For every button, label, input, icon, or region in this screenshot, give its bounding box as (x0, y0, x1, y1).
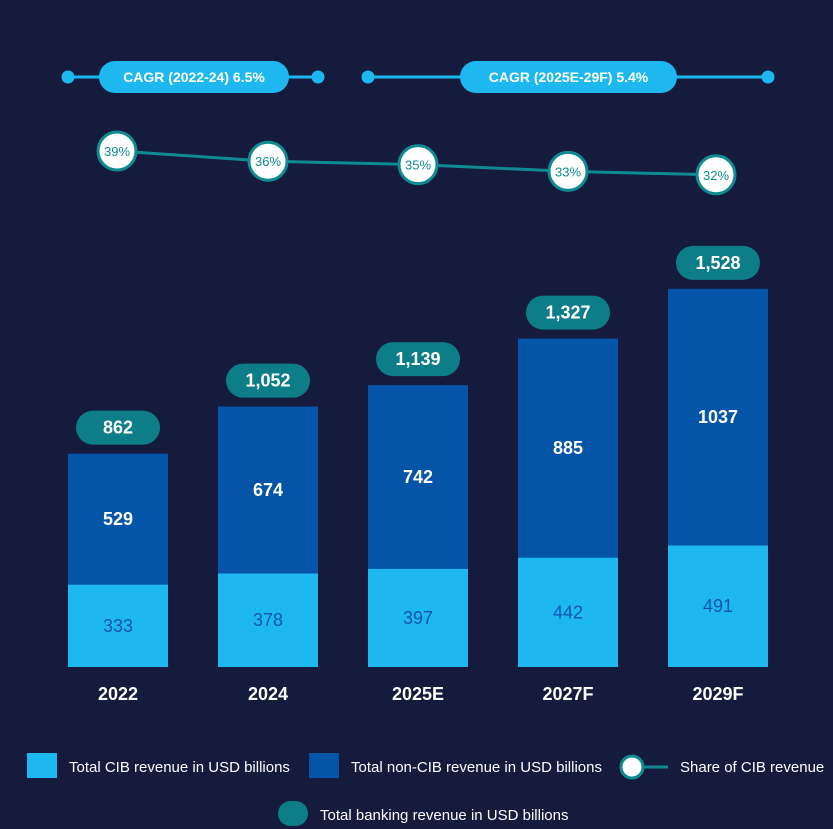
legend: Total CIB revenue in USD billions Total … (27, 753, 824, 826)
data-label-non-cib-2024: 674 (253, 480, 283, 500)
legend-swatch-total (278, 801, 308, 826)
cagr-dot-end-1 (311, 70, 325, 84)
total-label-2024: 1,052 (245, 371, 290, 391)
x-tick-2024: 2024 (248, 684, 288, 704)
share-label-2025E: 35% (405, 158, 431, 173)
share-marker-2027F (547, 150, 589, 192)
legend-label-share: Share of CIB revenue (680, 759, 824, 776)
bar-non-cib-2027F (518, 338, 618, 558)
cagr-dot-start-1 (61, 70, 75, 84)
x-tick-2025E: 2025E (392, 684, 444, 704)
data-label-cib-2025E: 397 (403, 608, 433, 628)
bar-cib-2022 (68, 584, 168, 667)
x-tick-2022: 2022 (98, 684, 138, 704)
cagr-label-1: CAGR (2022-24) 6.5% (123, 69, 265, 85)
share-marker-2024 (247, 140, 289, 182)
bar-non-cib-2024 (218, 406, 318, 574)
bar-cib-2025E (368, 568, 468, 667)
cagr-pill-1 (99, 61, 289, 93)
total-pill-2025E (376, 342, 460, 377)
legend-marker-share (619, 754, 645, 780)
bar-cib-2029F (668, 545, 768, 667)
bar-non-cib-2022 (68, 453, 168, 585)
legend-swatch-non-cib (309, 753, 339, 778)
data-label-non-cib-2029F: 1037 (698, 407, 738, 427)
x-tick-2029F: 2029F (692, 684, 743, 704)
cagr-dot-start-2 (361, 70, 375, 84)
x-tick-2027F: 2027F (542, 684, 593, 704)
data-label-cib-2027F: 442 (553, 602, 583, 622)
bar-cib-2024 (218, 573, 318, 667)
bars: 333 529 862 378 674 1,052 397 742 1,139 442 885 1,3… (68, 245, 768, 667)
data-label-cib-2029F: 491 (703, 596, 733, 616)
total-pill-2027F (526, 295, 610, 330)
total-pill-2029F (676, 245, 760, 280)
legend-swatch-cib (27, 753, 57, 778)
share-line: 39% 36% 35% 33% 32% (96, 130, 737, 196)
data-label-cib-2022: 333 (103, 616, 133, 636)
data-label-non-cib-2022: 529 (103, 509, 133, 529)
total-pill-2024 (226, 363, 310, 398)
legend-label-cib: Total CIB revenue in USD billions (69, 759, 290, 776)
total-pill-2022 (76, 410, 160, 445)
data-label-cib-2024: 378 (253, 610, 283, 630)
share-label-2029F: 32% (703, 168, 729, 183)
legend-label-total: Total banking revenue in USD billions (320, 807, 568, 824)
share-label-2027F: 33% (555, 164, 581, 179)
bar-non-cib-2025E (368, 385, 468, 569)
legend-label-non-cib: Total non-CIB revenue in USD billions (351, 759, 602, 776)
data-label-non-cib-2025E: 742 (403, 467, 433, 487)
total-label-2027F: 1,327 (545, 303, 590, 323)
total-label-2029F: 1,528 (695, 253, 740, 273)
x-axis: 2022 2024 2025E 2027F 2029F (98, 684, 744, 704)
data-label-non-cib-2027F: 885 (553, 438, 583, 458)
share-marker-2022 (96, 130, 138, 172)
bar-non-cib-2029F (668, 288, 768, 546)
cagr-dot-end-2 (761, 70, 775, 84)
share-label-2024: 36% (255, 154, 281, 169)
bar-cib-2027F (518, 557, 618, 667)
total-label-2022: 862 (103, 418, 133, 438)
cagr-annotations: CAGR (2022-24) 6.5% CAGR (2025E-29F) 5.4% (61, 61, 775, 93)
share-marker-2025E (397, 144, 439, 186)
total-label-2025E: 1,139 (395, 349, 440, 369)
share-marker-2029F (695, 154, 737, 196)
cagr-pill-2 (460, 61, 677, 93)
cagr-label-2: CAGR (2025E-29F) 5.4% (489, 69, 649, 85)
share-label-2022: 39% (104, 144, 130, 159)
